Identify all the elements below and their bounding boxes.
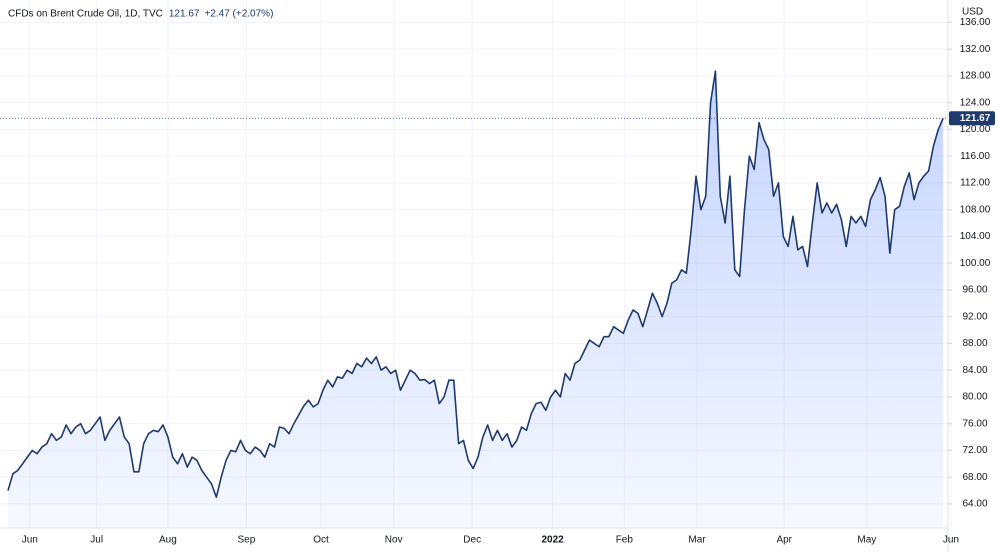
x-tick-label: Jun [943,535,959,546]
y-tick-label: 76.00 [962,418,987,429]
y-tick-label: 88.00 [962,338,987,349]
x-tick-label: 2022 [541,535,564,546]
y-tick-label: 104.00 [960,231,991,242]
x-tick-label: Nov [385,535,403,546]
y-tick-label: 84.00 [962,365,987,376]
y-tick-label: 100.00 [960,258,991,269]
last-price-label: 121.67 [960,113,991,124]
y-tick-label: 132.00 [960,44,991,55]
header-price: 121.67 [169,9,200,20]
y-tick-label: 108.00 [960,204,991,215]
y-tick-label: 68.00 [962,472,987,483]
x-tick-label: Dec [463,535,481,546]
y-tick-label: 120.00 [960,124,991,135]
x-tick-label: Jun [22,535,38,546]
y-tick-label: 136.00 [960,17,991,28]
x-tick-label: Jul [90,535,103,546]
unit-label: USD [962,7,983,18]
x-tick-label: May [857,535,876,546]
x-tick-label: Mar [688,535,706,546]
x-tick-label: Oct [313,535,329,546]
last-price-badge [949,111,995,126]
x-tick-label: Sep [237,535,255,546]
y-tick-label: 116.00 [960,151,990,162]
chart-title: CFDs on Brent Crude Oil, 1D, TVC [8,9,163,20]
x-tick-label: Apr [776,535,792,546]
x-tick-label: Aug [159,535,177,546]
area-fill [8,71,944,528]
y-tick-label: 72.00 [962,445,987,456]
price-line [7,70,944,499]
y-tick-label: 64.00 [962,499,987,510]
y-tick-label: 92.00 [962,311,987,322]
y-tick-label: 112.00 [960,178,990,189]
y-tick-label: 128.00 [960,71,991,82]
y-tick-label: 96.00 [962,285,987,296]
header-change: +2.47 (+2.07%) [204,9,273,20]
y-tick-label: 80.00 [962,392,987,403]
y-tick-label: 124.00 [960,97,991,108]
x-tick-label: Feb [616,535,634,546]
